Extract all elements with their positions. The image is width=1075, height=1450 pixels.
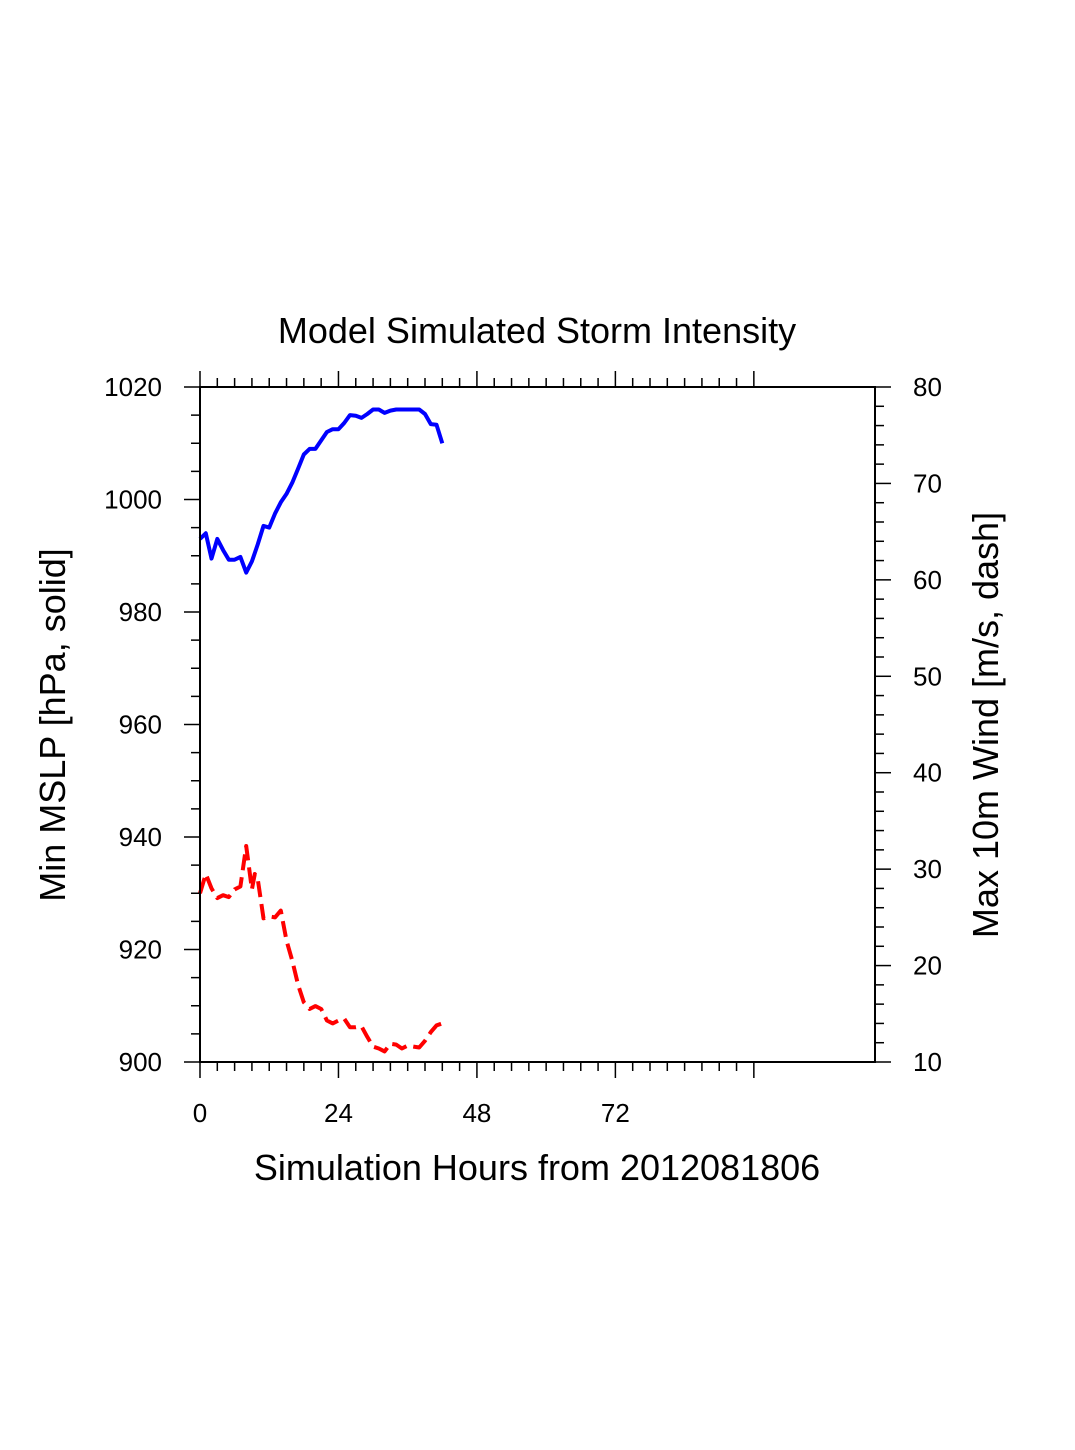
x-axis-title: Simulation Hours from 2012081806	[254, 1147, 820, 1188]
y-tick-label: 1020	[104, 372, 162, 402]
series-layer	[198, 407, 445, 1054]
y-axis-title: Min MSLP [hPa, solid]	[32, 548, 73, 902]
y-tick-label: 920	[119, 935, 162, 965]
y-tick-label: 900	[119, 1047, 162, 1077]
y2-tick-label: 10	[913, 1047, 942, 1077]
max-wind-line	[198, 844, 443, 1054]
y2-tick-label: 80	[913, 372, 942, 402]
y2-tick-label: 20	[913, 951, 942, 981]
y-tick-label: 980	[119, 597, 162, 627]
y-tick-label: 940	[119, 822, 162, 852]
y2-tick-label: 60	[913, 565, 942, 595]
tick-layer	[184, 371, 891, 1078]
y2-tick-label: 40	[913, 758, 942, 788]
tick-label-layer: 0 24 48 72900920940960980100010201020304050…	[104, 372, 942, 1128]
min-mslp-line	[198, 407, 445, 575]
chart-title: Model Simulated Storm Intensity	[278, 310, 796, 351]
y2-tick-label: 30	[913, 854, 942, 884]
y2-tick-label: 70	[913, 468, 942, 498]
y2-tick-label: 50	[913, 661, 942, 691]
y2-axis-title: Max 10m Wind [m/s, dash]	[965, 512, 1006, 938]
x-tick-label: 48	[462, 1098, 491, 1128]
x-tick-label: 0	[193, 1098, 207, 1128]
y-tick-label: 1000	[104, 485, 162, 515]
x-tick-label: 24	[324, 1098, 353, 1128]
x-tick-label: 72	[601, 1098, 630, 1128]
y-tick-label: 960	[119, 710, 162, 740]
